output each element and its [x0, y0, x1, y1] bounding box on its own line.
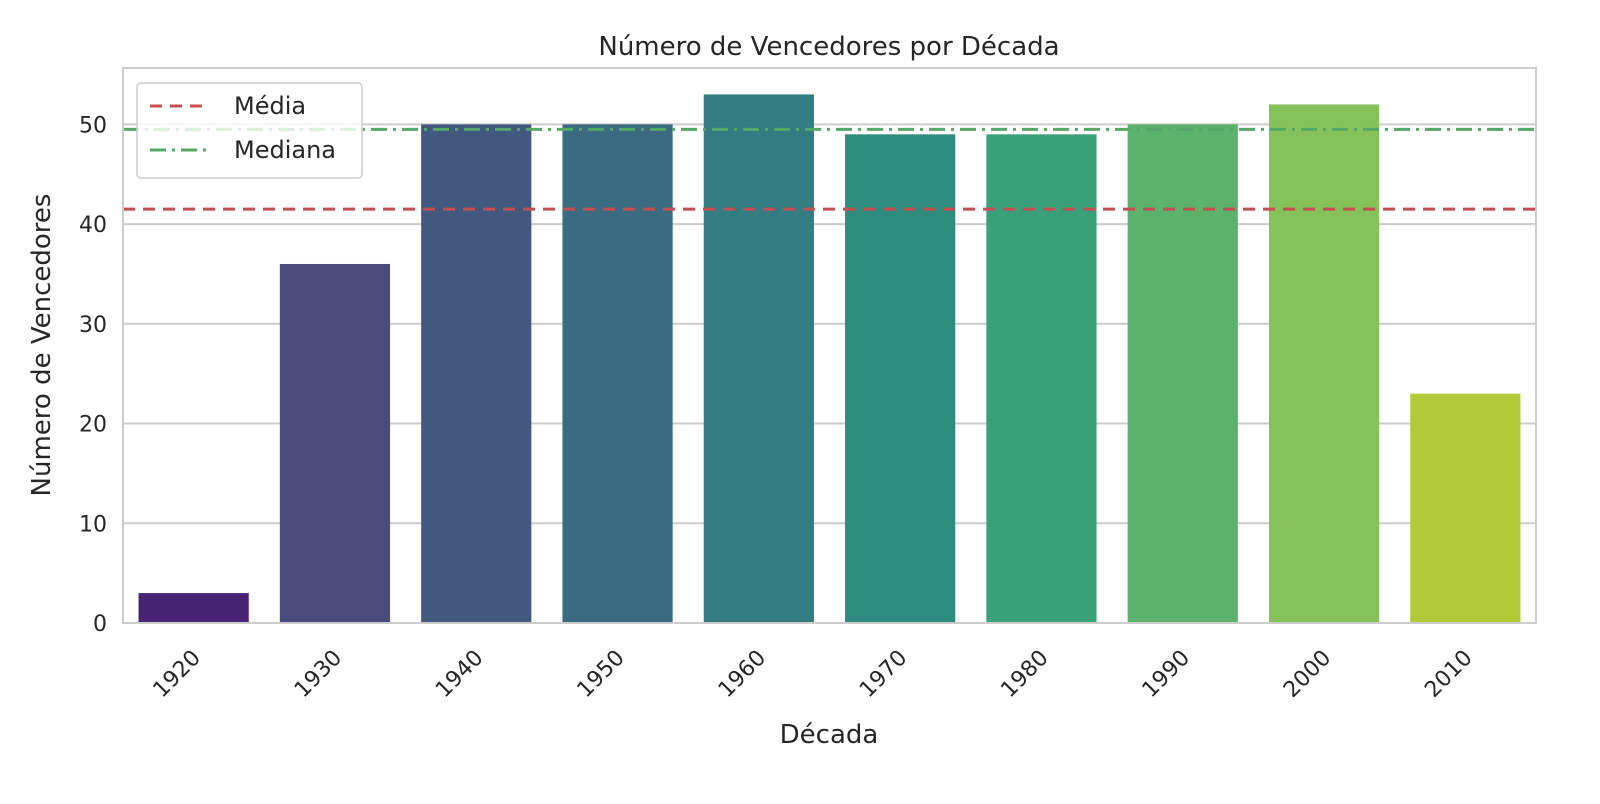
x-axis-title: Década: [780, 720, 879, 750]
bar-1970: [845, 134, 956, 624]
bar-2010: [1410, 393, 1521, 623]
bar-2000: [1268, 104, 1380, 624]
y-axis-ticks: 0 10 20 30 40 50: [79, 113, 107, 637]
bar-1960: [703, 94, 814, 623]
bar-1940: [421, 124, 532, 623]
x-tick-label: 1970: [855, 646, 912, 703]
bar-1930: [279, 263, 391, 623]
bar-1990: [1127, 124, 1238, 623]
bars: [138, 94, 1521, 624]
legend-label-media: Média: [234, 92, 306, 120]
y-tick-label: 0: [93, 612, 107, 637]
y-tick-label: 50: [79, 113, 107, 138]
bar-1950: [562, 124, 673, 623]
y-tick-label: 30: [79, 313, 107, 338]
x-tick-label: 1990: [1138, 646, 1195, 703]
plot-frame: [122, 67, 1537, 624]
x-tick-label: 2010: [1420, 646, 1477, 703]
x-axis-ticks: 1920 1930 1940 1950 1960 1970 1980 1990 2000 2010: [149, 646, 1478, 703]
x-tick-label: 1930: [290, 646, 347, 703]
bar-1920: [138, 593, 249, 623]
x-tick-label: 1980: [996, 646, 1053, 703]
reference-lines: [123, 127, 1536, 211]
x-tick-label: 2000: [1279, 646, 1336, 703]
legend: Média Mediana: [136, 82, 363, 179]
bar-1980: [986, 134, 1097, 624]
chart-title: Número de Vencedores por Década: [598, 32, 1059, 62]
x-tick-label: 1960: [714, 646, 771, 703]
x-tick-label: 1950: [573, 646, 630, 703]
x-tick-label: 1920: [149, 646, 206, 703]
y-tick-label: 20: [79, 413, 107, 438]
x-tick-label: 1940: [431, 646, 488, 703]
y-axis-title: Número de Vencedores: [27, 194, 57, 497]
y-tick-label: 10: [79, 512, 107, 537]
legend-label-mediana: Mediana: [234, 136, 336, 164]
y-tick-label: 40: [79, 213, 107, 238]
